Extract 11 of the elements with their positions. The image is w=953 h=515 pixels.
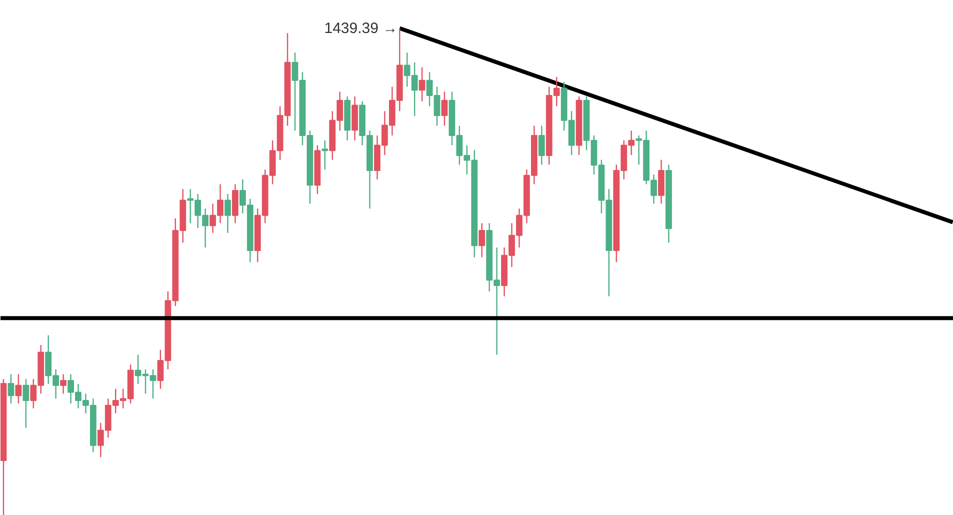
candlestick bbox=[478, 222, 486, 258]
candlestick bbox=[15, 374, 22, 404]
candlestick bbox=[8, 374, 14, 404]
candlestick bbox=[441, 91, 448, 126]
candlestick bbox=[224, 193, 231, 234]
candlestick bbox=[60, 374, 66, 394]
candlestick bbox=[22, 378, 30, 428]
candlestick bbox=[322, 140, 328, 170]
annotation: 1439.39 → bbox=[324, 20, 398, 37]
candlestick bbox=[418, 66, 426, 102]
candlestick bbox=[538, 125, 545, 166]
